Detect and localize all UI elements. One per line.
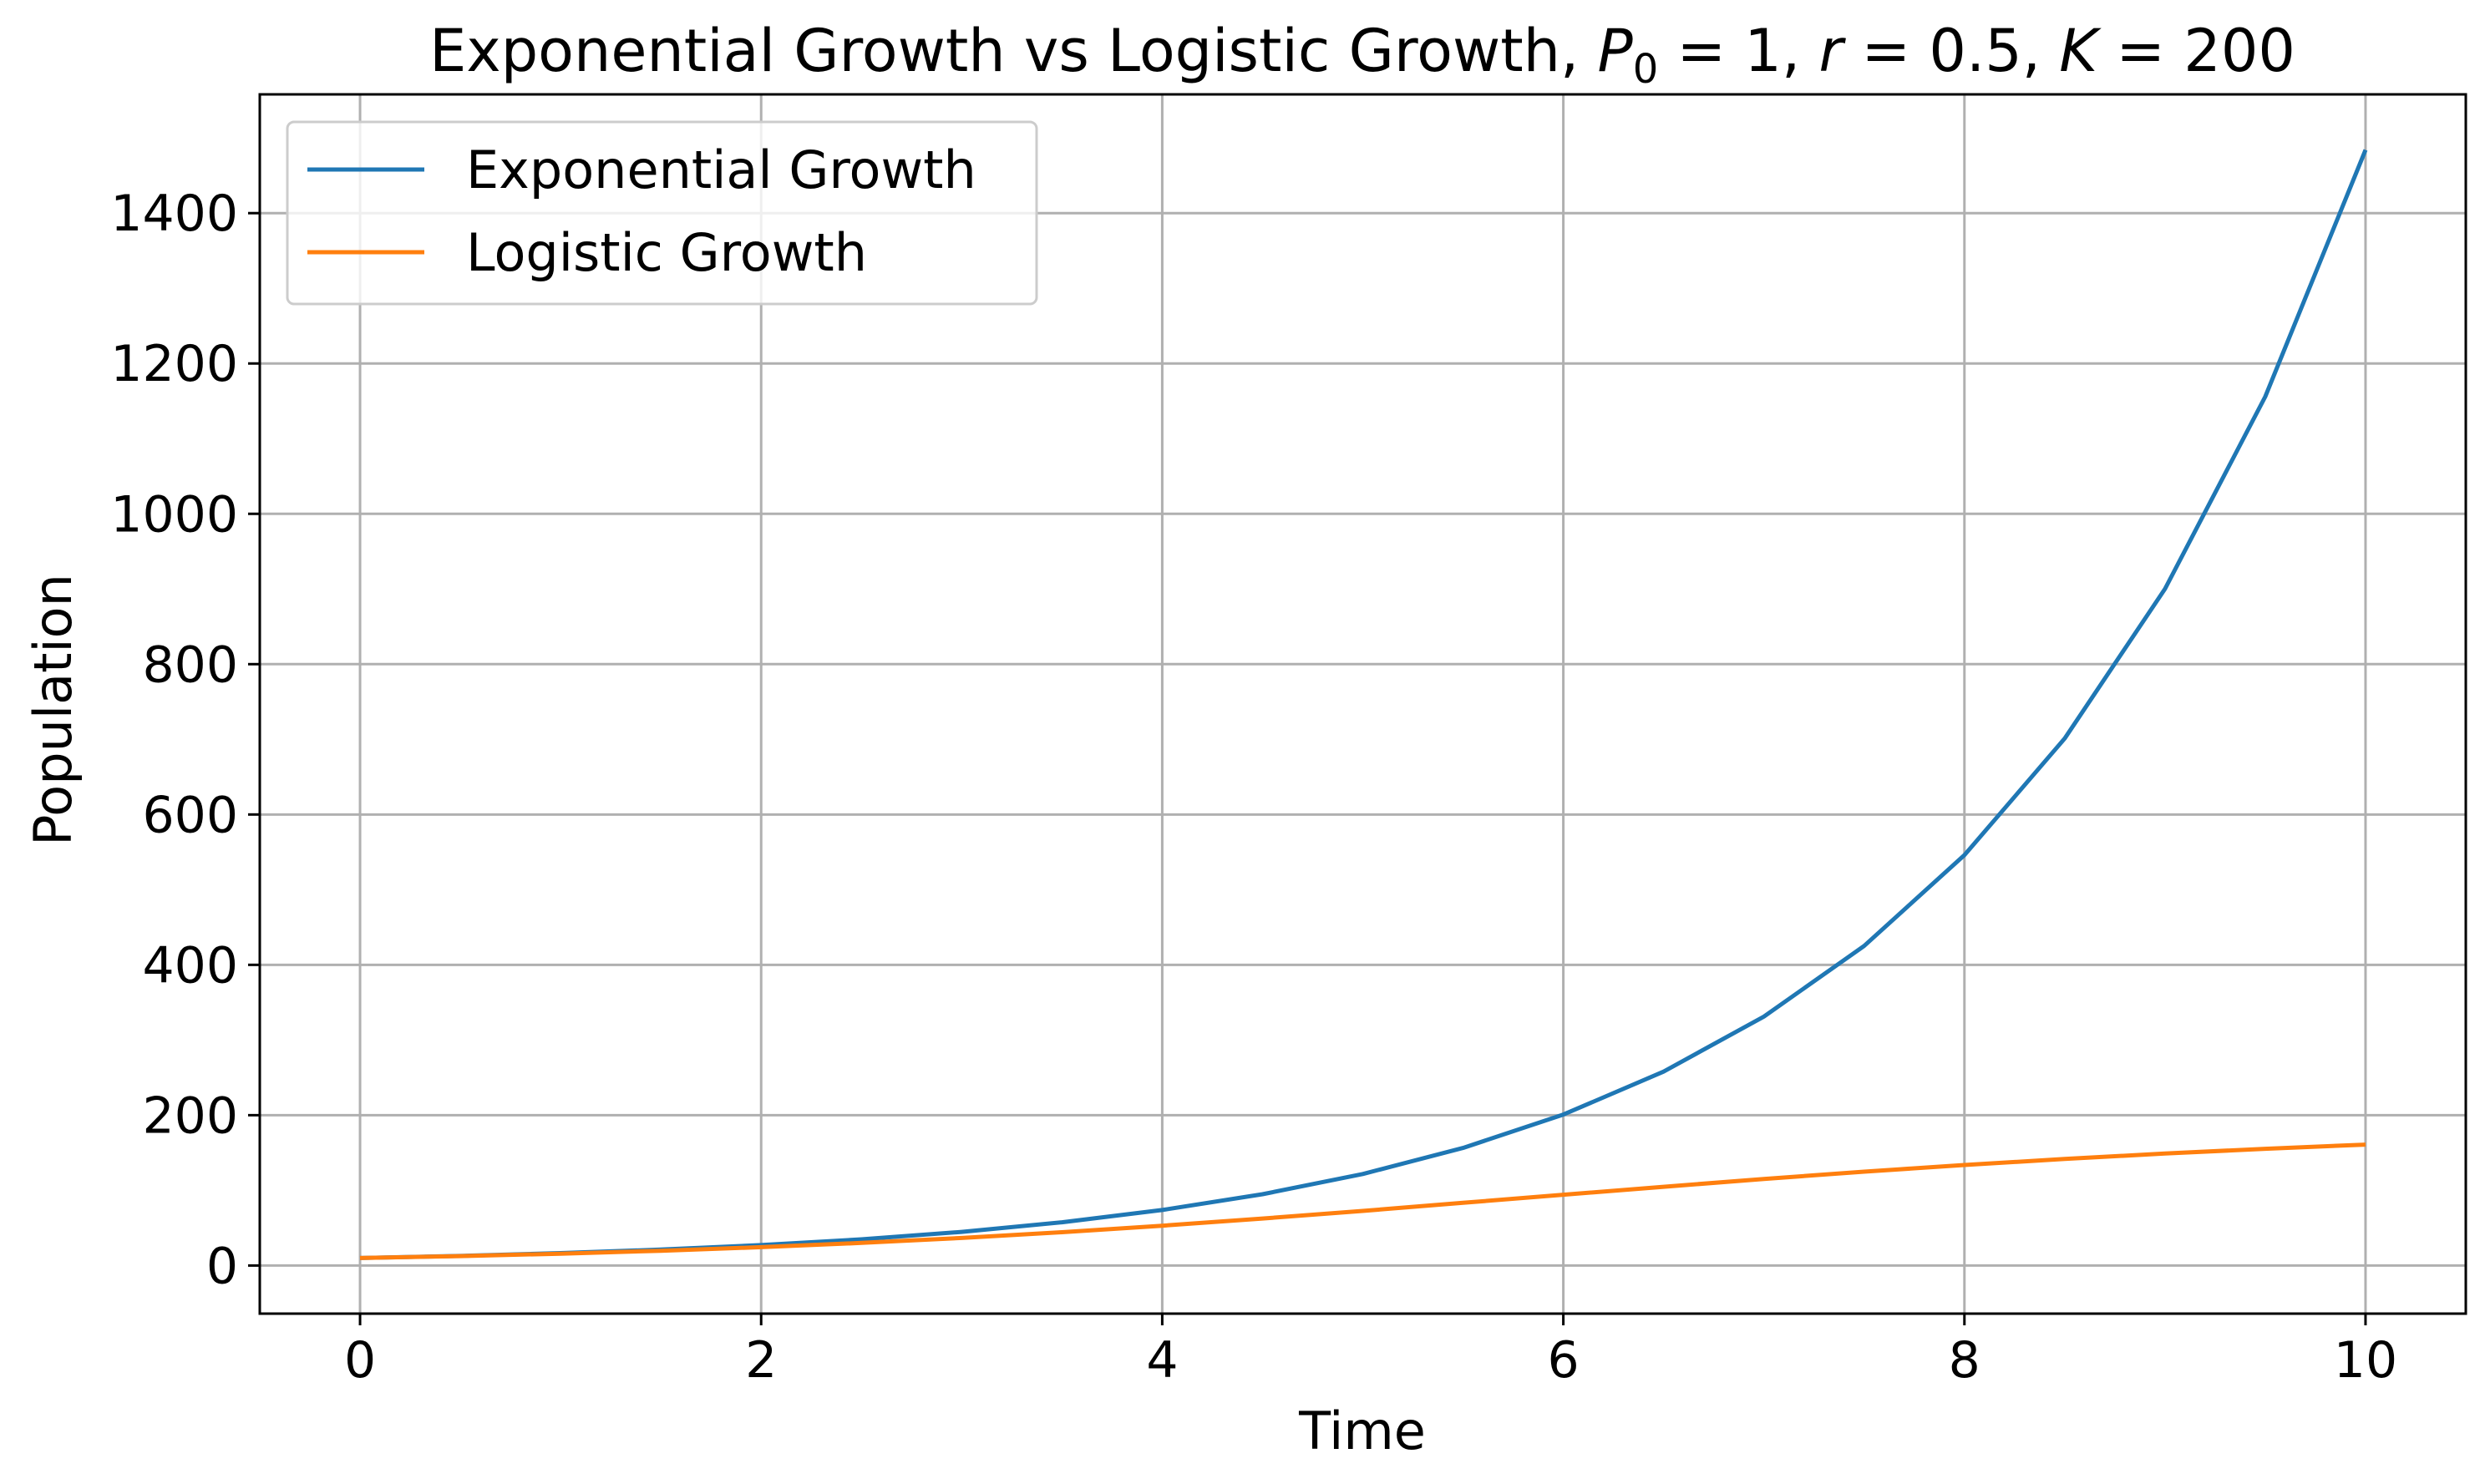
legend-box: [286, 120, 1038, 306]
series-line-exponential-growth: [359, 149, 2368, 1260]
chart-title: Exponential Growth vs Logistic Growth, P…: [429, 17, 2295, 93]
y-tick-label: 400: [142, 936, 238, 995]
title-p-symbol: P: [1598, 17, 1634, 85]
series-line-logistic-growth: [359, 1142, 2366, 1260]
title-p-subscript: 0: [1633, 46, 1659, 93]
axis-ticks: 0 2 4 6 8 10 0 200 400 600 800 1000 1200 1400: [110, 185, 2397, 1390]
x-tick-label: 6: [1547, 1331, 1579, 1390]
legend-label-exponential-growth: Exponential Growth: [466, 139, 976, 200]
y-tick-label: 0: [206, 1237, 238, 1295]
y-tick-label: 1000: [110, 485, 238, 544]
plot-frame: [258, 93, 2467, 1315]
grid-lines: [260, 94, 2466, 1314]
x-tick-label: 8: [1949, 1331, 1980, 1390]
legend: Exponential Growth Logistic Growth: [286, 120, 1038, 306]
y-tick-label: 800: [142, 636, 238, 694]
title-r-symbol: r: [1818, 17, 1846, 85]
x-tick-label: 10: [2334, 1331, 2397, 1390]
x-tick-label: 0: [344, 1331, 376, 1390]
series-lines: [359, 149, 2368, 1260]
y-tick-label: 200: [142, 1086, 238, 1145]
x-axis-label: Time: [1298, 1400, 1426, 1461]
x-tick-label: 2: [745, 1331, 777, 1390]
legend-label-logistic-growth: Logistic Growth: [466, 222, 867, 283]
y-tick-label: 1200: [110, 335, 238, 393]
y-axis-label: Population: [23, 574, 84, 846]
title-k-symbol: K: [2059, 17, 2102, 85]
y-tick-label: 600: [142, 786, 238, 844]
x-tick-label: 4: [1146, 1331, 1178, 1390]
y-tick-label: 1400: [110, 185, 238, 243]
